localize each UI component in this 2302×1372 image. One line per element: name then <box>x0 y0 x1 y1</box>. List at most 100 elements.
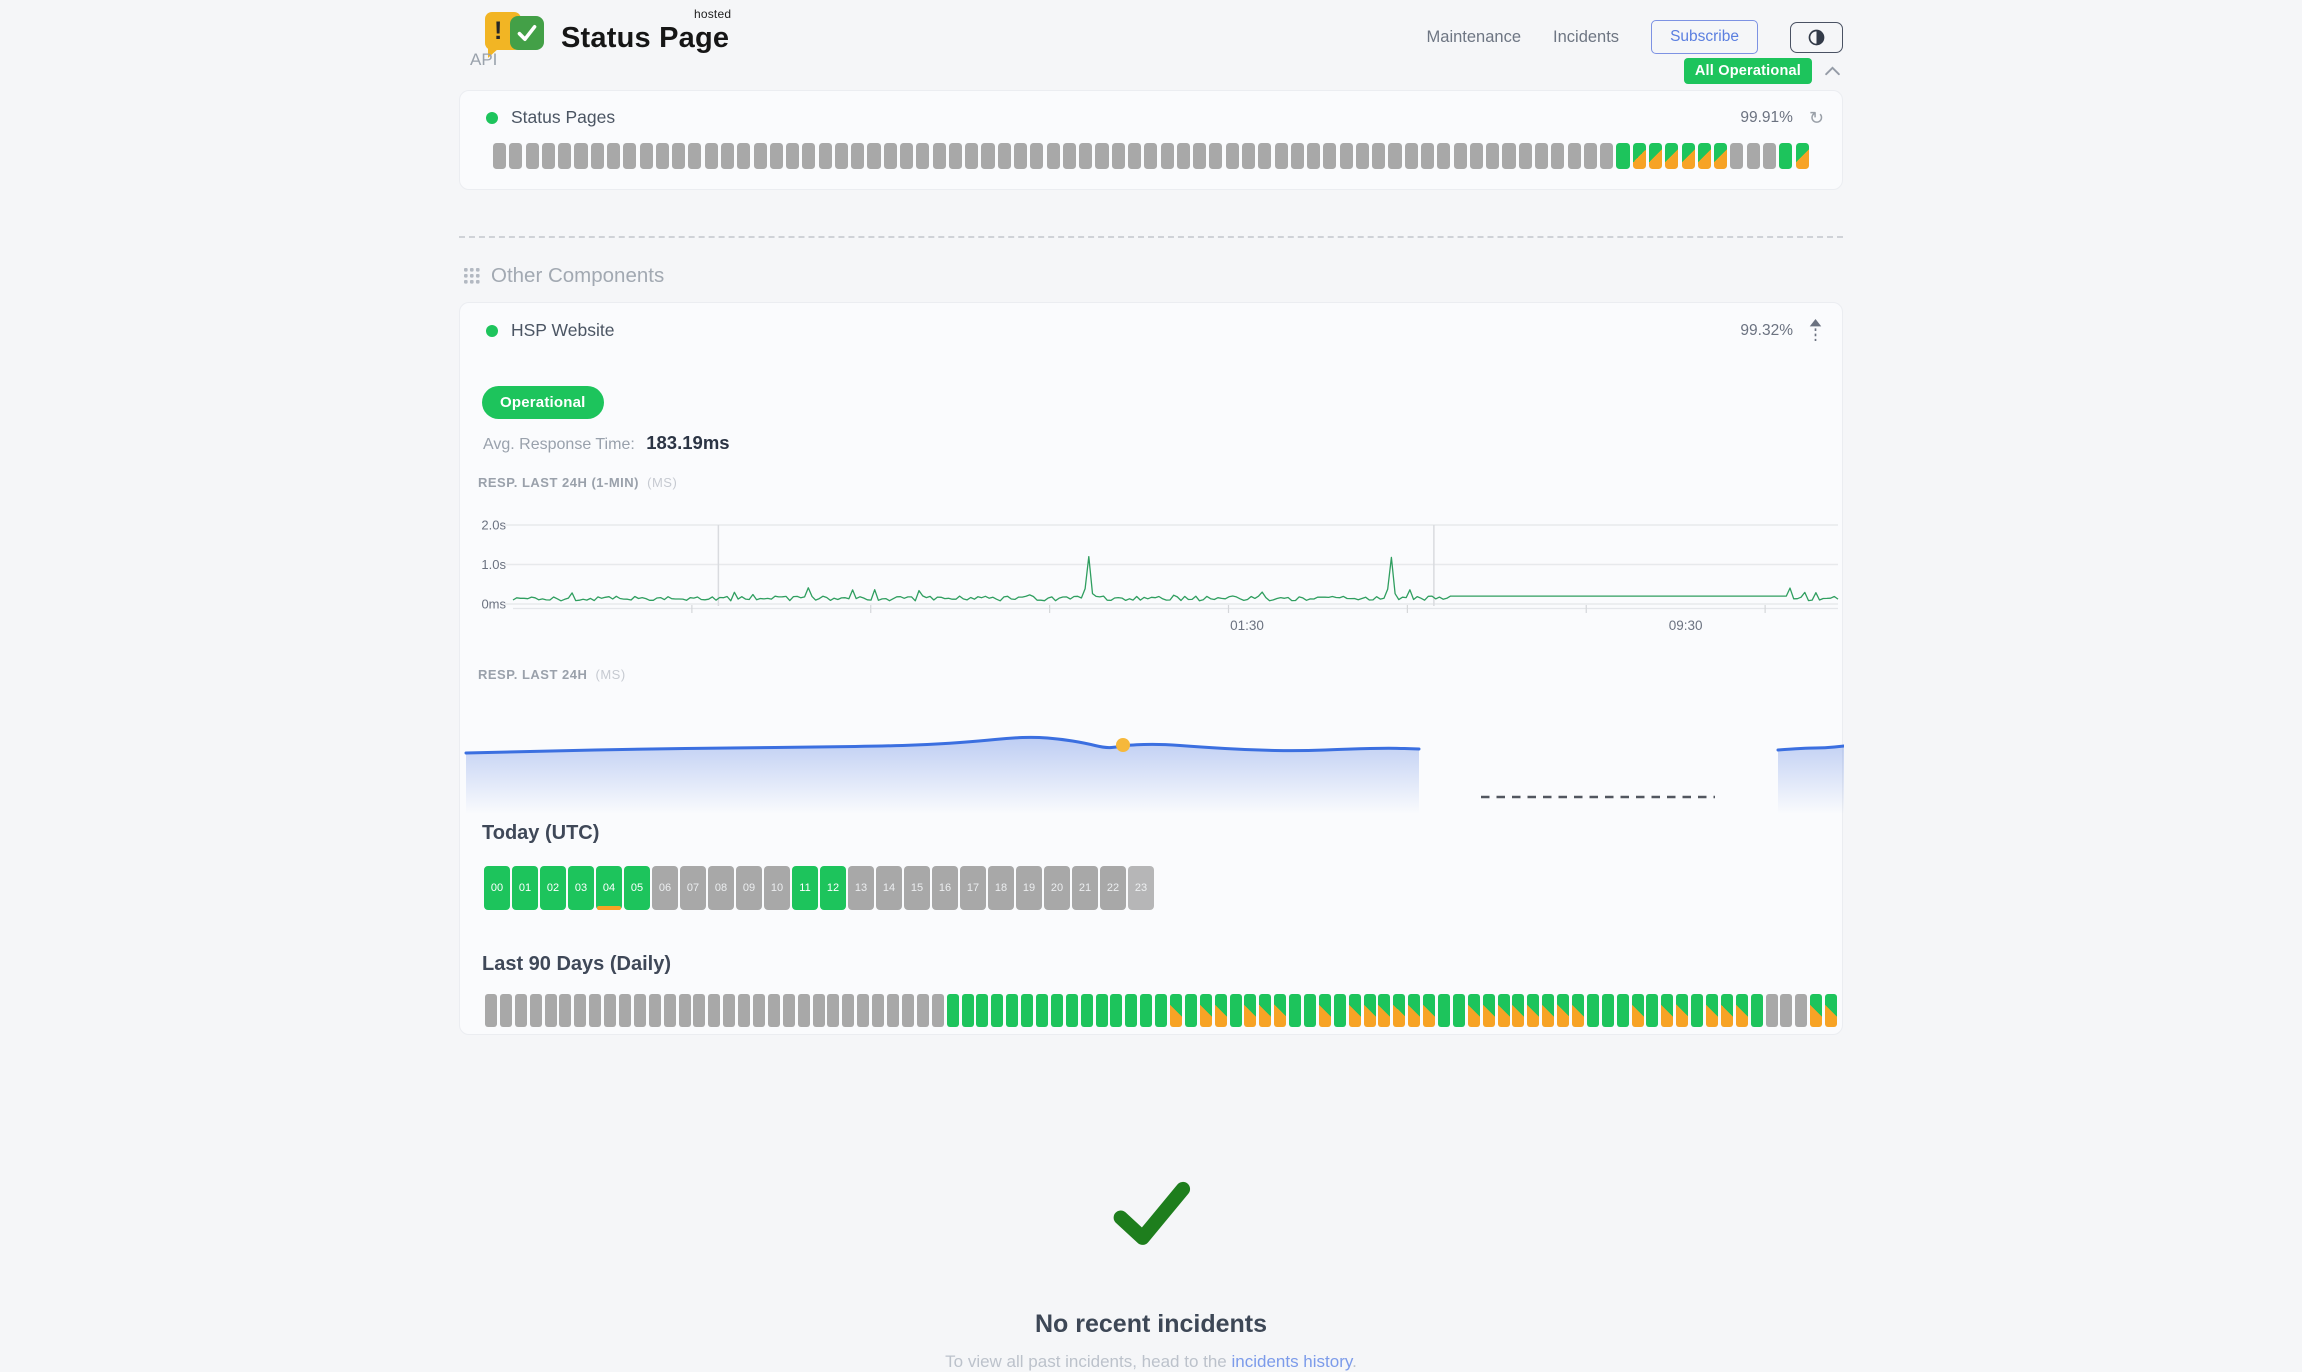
uptime-bar-segment <box>1144 143 1158 169</box>
incidents-history-link[interactable]: incidents history <box>1231 1352 1353 1371</box>
day-bar-segment <box>1557 994 1570 1027</box>
grid-icon <box>464 268 480 284</box>
uptime-bar-segment <box>1746 143 1760 169</box>
day-bar-segment <box>738 994 751 1027</box>
hour-label: 19 <box>1022 882 1036 894</box>
component-name: HSP Website <box>511 320 615 340</box>
hour-block-04: 04 <box>596 866 622 910</box>
chevron-up-icon[interactable] <box>1824 66 1841 76</box>
hour-block-20: 20 <box>1044 866 1070 910</box>
day-bar-segment <box>1289 994 1302 1027</box>
day-bar-segment <box>514 994 527 1027</box>
uptime-bar-segment <box>1209 143 1223 169</box>
uptime-bar-segment <box>1665 143 1679 169</box>
uptime-bar-segment <box>1632 143 1646 169</box>
uptime-bar-segment <box>672 143 686 169</box>
day-bar-segment <box>1095 994 1108 1027</box>
uptime-bar-segment <box>818 143 832 169</box>
nav-item-maintenance[interactable]: Maintenance <box>1426 27 1522 46</box>
api-component-card: Status Pages 99.91% ↻ <box>459 90 1843 190</box>
day-bar-segment <box>1512 994 1525 1027</box>
overall-status-badge[interactable]: All Operational <box>1683 58 1812 84</box>
uptime-bar-segment <box>623 143 637 169</box>
status-pages-row[interactable]: Status Pages 99.91% ↻ <box>486 107 1824 128</box>
today-hour-blocks: 00 01 02 03 04 05 06 07 08 09 10 11 12 13 14 15 16 17 18 19… <box>484 866 1842 910</box>
day-bar-segment <box>1229 994 1242 1027</box>
uptime-bar-segment <box>1648 143 1663 169</box>
day-bar-segment <box>708 994 721 1027</box>
hour-label: 07 <box>686 882 700 894</box>
hour-block-01: 01 <box>512 866 538 910</box>
uptime-bar-segment <box>916 143 930 169</box>
day-bar-segment <box>1646 994 1659 1027</box>
other-components-title: Other Components <box>491 264 665 287</box>
svg-text:2.0s: 2.0s <box>481 518 506 533</box>
day-bar-segment <box>1110 994 1123 1027</box>
uptime-bar-segment <box>1290 143 1304 169</box>
day-bar-segment <box>1616 994 1629 1027</box>
day-bar-segment <box>827 994 840 1027</box>
day-bar-segment <box>1378 994 1391 1027</box>
hour-block-21: 21 <box>1072 866 1098 910</box>
hour-label: 16 <box>938 882 952 894</box>
svg-text:09:30: 09:30 <box>1669 618 1703 633</box>
day-bar-segment <box>1333 994 1346 1027</box>
uptime-bar-segment <box>1518 143 1532 169</box>
uptime-bar-segment <box>1323 143 1337 169</box>
check-icon <box>517 25 537 41</box>
day-bar-segment <box>901 994 914 1027</box>
hour-block-11: 11 <box>792 866 818 910</box>
uptime-bar-segment <box>883 143 897 169</box>
uptime-bar-segment <box>1307 143 1321 169</box>
hour-block-22: 22 <box>1100 866 1126 910</box>
day-bar-segment <box>485 994 497 1027</box>
component-name: Status Pages <box>511 107 616 127</box>
last90-day-bars <box>485 994 1842 1027</box>
subscribe-button[interactable]: Subscribe <box>1651 20 1758 54</box>
collapse-up-icon[interactable] <box>1809 319 1822 342</box>
day-bar-segment <box>589 994 602 1027</box>
status-badge: Operational <box>482 386 604 419</box>
refresh-icon[interactable]: ↻ <box>1808 107 1824 128</box>
theme-toggle-button[interactable] <box>1790 21 1843 53</box>
hour-label: 13 <box>854 882 868 894</box>
today-title: Today (UTC) <box>482 822 600 844</box>
day-bar-segment <box>1661 994 1674 1027</box>
uptime-bar-segment <box>1225 143 1239 169</box>
day-bar-segment <box>1676 994 1689 1027</box>
nav-item-incidents[interactable]: Incidents <box>1553 27 1620 46</box>
day-bar-segment <box>633 994 646 1027</box>
day-bar-segment <box>1125 994 1138 1027</box>
hour-block-03: 03 <box>568 866 594 910</box>
hour-label: 08 <box>714 882 728 894</box>
day-bar-segment <box>782 994 795 1027</box>
hour-block-05: 05 <box>624 866 650 910</box>
day-bar-segment <box>1318 994 1331 1027</box>
day-bar-segment <box>1080 994 1093 1027</box>
uptime-bar-segment <box>1535 143 1549 169</box>
day-bar-segment <box>1363 994 1376 1027</box>
uptime-bar-segment <box>802 143 816 169</box>
hour-block-18: 18 <box>988 866 1014 910</box>
day-bar-segment <box>857 994 870 1027</box>
day-bar-segment <box>1065 994 1078 1027</box>
uptime-percent: 99.91% <box>1740 108 1793 126</box>
chart-1min-label: RESP. LAST 24H (1-MIN) (MS) <box>478 475 1842 490</box>
chart-title: RESP. LAST 24H (1-MIN) <box>478 475 640 490</box>
chart-unit: (MS) <box>647 475 678 490</box>
uptime-bar-segment <box>541 143 555 169</box>
hour-block-17: 17 <box>960 866 986 910</box>
hsp-website-row[interactable]: HSP Website 99.32% <box>460 319 1842 342</box>
response-chart-24h <box>464 735 1844 814</box>
uptime-bar-segment <box>1274 143 1288 169</box>
uptime-bar-segment <box>1567 143 1581 169</box>
day-bar-segment <box>1021 994 1034 1027</box>
hour-label: 02 <box>546 882 560 894</box>
hour-label: 09 <box>742 882 756 894</box>
day-bar-segment <box>767 994 780 1027</box>
day-bar-segment <box>1586 994 1599 1027</box>
uptime-bar-segment <box>1111 143 1125 169</box>
hour-block-12: 12 <box>820 866 846 910</box>
day-bar-segment <box>499 994 512 1027</box>
day-bar-segment <box>872 994 885 1027</box>
